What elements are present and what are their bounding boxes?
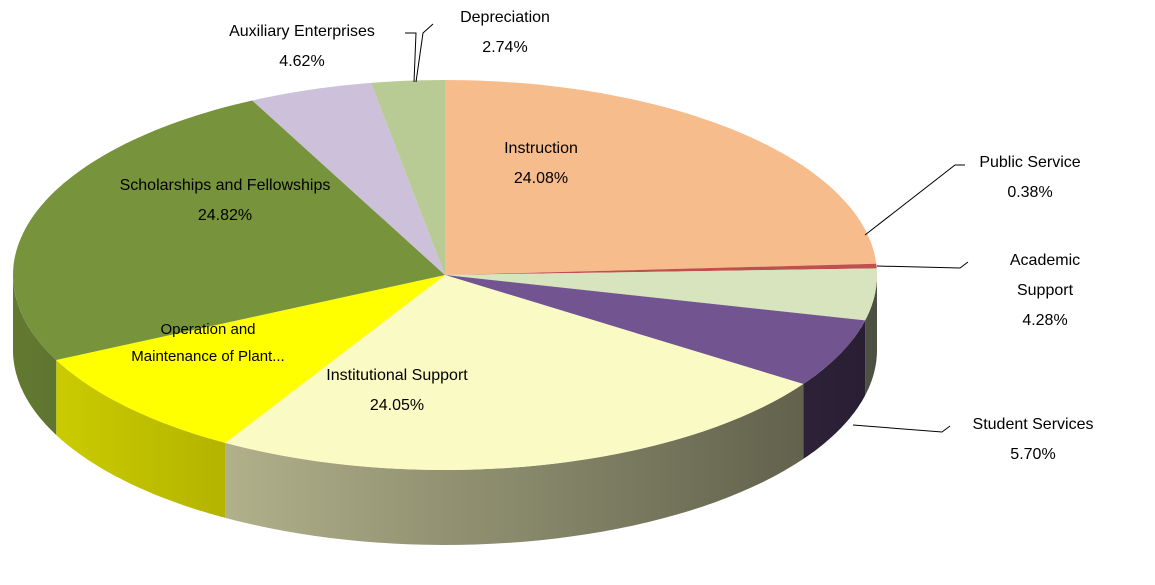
value-label: 4.62%: [279, 53, 325, 70]
category-label: Student Services: [972, 416, 1094, 433]
category-label: Operation and Maintenance of Plant...: [131, 321, 285, 365]
data-label: Operation and Maintenance of Plant...: [119, 316, 297, 370]
slice: [56, 275, 445, 443]
slice-side: [13, 275, 57, 435]
data-label: Auxiliary Enterprises 4.62%: [229, 17, 375, 77]
value-label: 5.70%: [1010, 446, 1056, 463]
slice: [371, 80, 445, 275]
slice: [13, 100, 445, 360]
category-label: Public Service: [979, 154, 1081, 171]
slice: [225, 275, 804, 470]
data-label: Depreciation 2.74%: [460, 3, 550, 63]
slice: [445, 263, 877, 275]
slice: [445, 268, 877, 321]
category-label: Scholarships and Fellowships: [119, 177, 331, 194]
value-label: 24.05%: [369, 397, 425, 414]
data-label: Instruction 24.08%: [504, 134, 578, 194]
slice-side: [865, 275, 877, 396]
value-label: 24.08%: [513, 170, 569, 187]
category-label: Institutional Support: [326, 367, 468, 384]
data-label: Scholarships and Fellowships 24.82%: [120, 171, 331, 231]
leader-line: [876, 261, 969, 269]
value-label: 0.38%: [1007, 184, 1053, 201]
category-label: Instruction: [504, 140, 578, 157]
slice-side: [803, 320, 866, 459]
slice: [252, 82, 445, 276]
leader-line: [864, 164, 965, 236]
slice-side: [56, 360, 226, 518]
value-label: 4.28%: [1022, 312, 1068, 329]
leader-line: [415, 23, 434, 83]
data-label: Student Services 5.70%: [973, 410, 1094, 470]
category-label: Depreciation: [460, 9, 550, 26]
data-label: Public Service 0.38%: [979, 148, 1080, 208]
slice-side: [225, 384, 804, 545]
slice: [445, 275, 866, 384]
category-label: Academic Support: [1009, 252, 1081, 299]
value-label: 24.82%: [197, 207, 253, 224]
data-label: Institutional Support 24.05%: [326, 361, 467, 421]
value-label: 2.74%: [482, 39, 528, 56]
data-label: Academic Support 4.28%: [990, 246, 1100, 336]
leader-line: [852, 424, 951, 433]
leader-line: [405, 32, 417, 83]
category-label: Auxiliary Enterprises: [229, 23, 375, 40]
slice: [445, 80, 877, 275]
